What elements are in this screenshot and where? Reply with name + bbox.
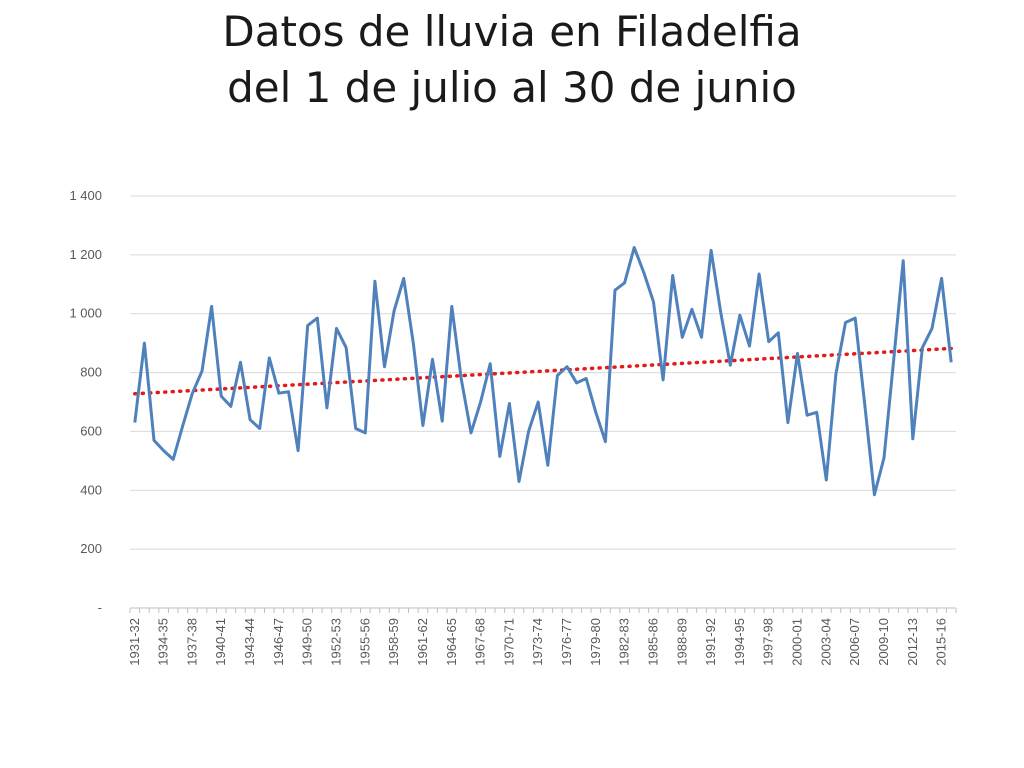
x-tick-label: 2006-07 bbox=[847, 618, 862, 666]
chart-title: Datos de lluvia en Filadelfia del 1 de j… bbox=[0, 4, 1024, 116]
x-tick-label: 1943-44 bbox=[242, 618, 257, 666]
x-tick-label: 2012-13 bbox=[905, 618, 920, 666]
x-tick-label: 1952-53 bbox=[329, 618, 344, 666]
y-axis-ticks: - 200 400 600 800 1 000 1 200 1 400 bbox=[69, 188, 102, 615]
y-tick-label: 1 400 bbox=[69, 188, 102, 203]
x-tick-label: 1934-35 bbox=[156, 618, 171, 666]
x-tick-label: 1955-56 bbox=[357, 618, 372, 666]
x-tick-label: 1940-41 bbox=[213, 618, 228, 666]
x-tick-label: 1961-62 bbox=[415, 618, 430, 666]
y-tick-label: 400 bbox=[80, 482, 102, 497]
x-tick-label: 1991-92 bbox=[703, 618, 718, 666]
y-tick-label: 600 bbox=[80, 423, 102, 438]
x-tick-label: 2000-01 bbox=[790, 618, 805, 666]
x-axis-ticks: 1931-32 1934-35 1937-38 1940-41 1943-44 1946-… bbox=[127, 608, 957, 666]
y-tick-label: 1 200 bbox=[69, 247, 102, 262]
rainfall-line bbox=[133, 246, 953, 497]
x-tick-label: 1964-65 bbox=[444, 618, 459, 666]
x-tick-label: 1958-59 bbox=[386, 618, 401, 666]
x-tick-label: 1967-68 bbox=[473, 618, 488, 666]
x-tick-label: 1946-47 bbox=[271, 618, 286, 666]
y-tick-label: 1 000 bbox=[69, 306, 102, 321]
x-tick-label: 1979-80 bbox=[588, 618, 603, 666]
x-tick-label: 1997-98 bbox=[761, 618, 776, 666]
x-tick-label: 2015-16 bbox=[934, 618, 949, 666]
chart-title-line-1: Datos de lluvia en Filadelfia bbox=[222, 7, 802, 56]
x-tick-label: 1994-95 bbox=[732, 618, 747, 666]
rainfall-series bbox=[133, 246, 953, 497]
x-tick-label: 1973-74 bbox=[530, 618, 545, 666]
y-tick-label: - bbox=[98, 600, 102, 615]
x-tick-label: 1970-71 bbox=[501, 618, 516, 666]
x-tick-label: 2009-10 bbox=[876, 618, 891, 666]
y-tick-label: 200 bbox=[80, 541, 102, 556]
x-tick-label: 1949-50 bbox=[300, 618, 315, 666]
trendline bbox=[133, 346, 953, 396]
x-tick-label: 1931-32 bbox=[127, 618, 142, 666]
trendline-dotted bbox=[133, 346, 953, 396]
x-tick-label: 1988-89 bbox=[674, 618, 689, 666]
x-tick-label: 1937-38 bbox=[184, 618, 199, 666]
x-tick-label: 1985-86 bbox=[645, 618, 660, 666]
x-tick-label: 2003-04 bbox=[818, 618, 833, 666]
x-tick-label: 1982-83 bbox=[617, 618, 632, 666]
chart-title-line-2: del 1 de julio al 30 de junio bbox=[227, 63, 797, 112]
y-tick-label: 800 bbox=[80, 365, 102, 380]
x-tick-label: 1976-77 bbox=[559, 618, 574, 666]
